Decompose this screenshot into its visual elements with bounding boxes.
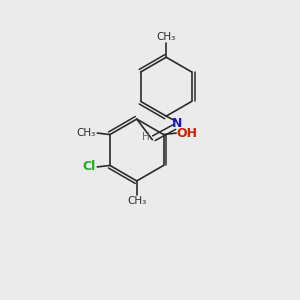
Text: CH₃: CH₃ (157, 32, 176, 42)
Text: CH₃: CH₃ (76, 128, 95, 138)
Text: N: N (172, 117, 183, 130)
Text: H: H (142, 132, 150, 142)
Text: OH: OH (177, 127, 198, 140)
Text: CH₃: CH₃ (127, 196, 146, 206)
Text: Cl: Cl (82, 160, 95, 173)
